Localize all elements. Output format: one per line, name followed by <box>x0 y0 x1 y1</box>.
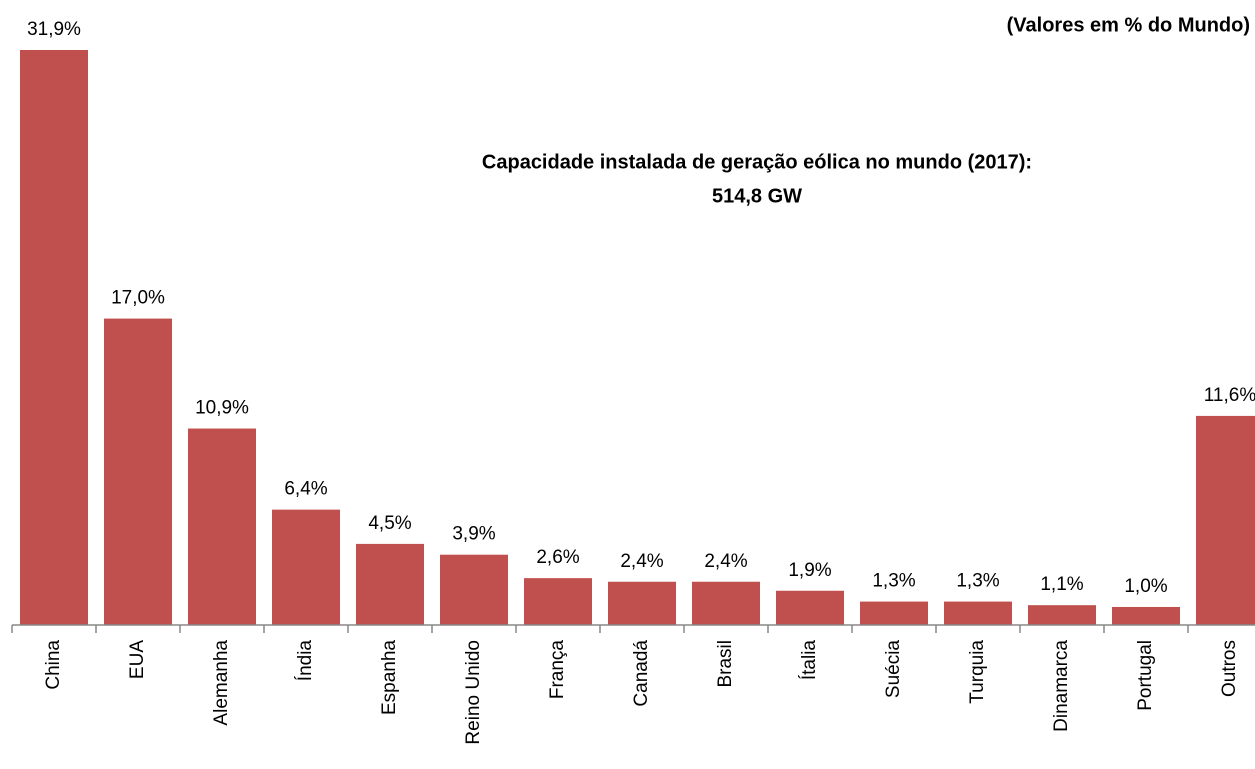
value-label: 6,4% <box>284 479 327 500</box>
x-tick-label: Suécia <box>883 640 904 699</box>
bar <box>1028 605 1096 625</box>
chart-title: Capacidade instalada de geração eólica n… <box>482 151 1032 173</box>
value-label: 1,0% <box>1124 576 1167 597</box>
bar <box>1196 415 1255 625</box>
bar <box>1112 606 1180 625</box>
value-label: 2,6% <box>536 547 579 568</box>
value-label: 11,6% <box>1204 385 1255 406</box>
x-tick-label: Turquia <box>967 640 988 704</box>
x-tick-label: Portugal <box>1135 640 1156 711</box>
x-tick-label: Alemanha <box>211 640 232 726</box>
bar <box>608 581 676 625</box>
x-tick-label: Ítalia <box>799 640 820 681</box>
x-tick-label: China <box>43 640 64 690</box>
bar <box>20 50 88 625</box>
bar <box>524 578 592 625</box>
x-tick-label: França <box>547 640 568 700</box>
value-label: 31,9% <box>27 19 81 40</box>
x-tick-label: Outros <box>1219 640 1240 697</box>
bar <box>356 543 424 625</box>
bar <box>188 428 256 625</box>
x-tick-label: Canadá <box>631 640 652 707</box>
value-label: 4,5% <box>368 513 411 534</box>
value-label: 2,4% <box>620 551 663 572</box>
value-label: 1,3% <box>872 571 915 592</box>
x-tick-label: Dinamarca <box>1051 640 1072 732</box>
bar <box>692 581 760 625</box>
x-tick-label: Reino Unido <box>463 640 484 745</box>
bar <box>860 601 928 625</box>
value-label: 1,9% <box>788 560 831 581</box>
value-label: 1,1% <box>1040 574 1083 595</box>
bar <box>776 590 844 625</box>
value-label: 1,3% <box>956 571 999 592</box>
bar <box>104 318 172 625</box>
value-label: 3,9% <box>452 524 495 545</box>
x-tick-label: Espanha <box>379 640 400 715</box>
bar <box>944 601 1012 625</box>
note: (Valores em % do Mundo) <box>1007 14 1250 36</box>
x-tick-label: Índia <box>295 640 316 682</box>
value-label: 17,0% <box>111 288 165 309</box>
chart-subtitle: 514,8 GW <box>712 185 802 207</box>
x-tick-label: EUA <box>127 640 148 679</box>
x-tick-label: Brasil <box>715 640 736 688</box>
value-label: 10,9% <box>195 398 249 419</box>
bar <box>272 509 340 625</box>
value-label: 2,4% <box>704 551 747 572</box>
bar <box>440 554 508 625</box>
